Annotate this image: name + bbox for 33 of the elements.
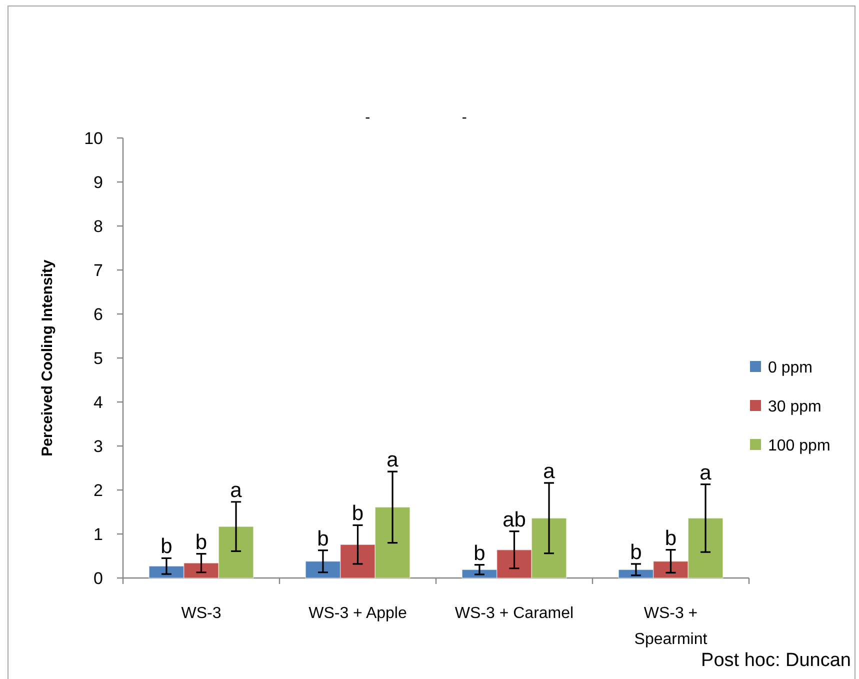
data-label: a (543, 460, 556, 483)
y-tick-label: 5 (94, 348, 103, 368)
data-label: b (317, 527, 329, 550)
data-label: b (352, 502, 364, 526)
x-tick-label: WS-3 + Caramel (454, 605, 574, 622)
x-tick-label: WS-3 + Spearmint (634, 605, 708, 648)
x-tick-label: WS-3 + Apple (308, 605, 407, 622)
y-tick-label: 7 (94, 260, 103, 280)
y-tick-label: 9 (94, 172, 103, 192)
legend-label: 0 ppm (768, 360, 812, 377)
data-label: b (664, 526, 677, 550)
data-label: a (230, 478, 242, 502)
x-tick-label: WS-3 (181, 605, 222, 622)
y-tick-label: 8 (94, 216, 103, 236)
data-label: b (474, 542, 486, 565)
data-label: a (700, 461, 712, 484)
data-label: b (160, 535, 172, 558)
y-tick-label: 10 (84, 128, 103, 148)
chart-title: - - (365, 109, 467, 126)
y-tick-label: 1 (94, 524, 103, 544)
data-label: a (386, 448, 399, 472)
y-tick-label: 6 (94, 304, 103, 324)
data-label: ab (502, 508, 526, 532)
data-label: b (195, 530, 208, 554)
data-label: b (630, 540, 642, 564)
y-tick-label: 4 (94, 392, 103, 412)
legend-label: 100 ppm (768, 438, 830, 455)
y-tick-label: 3 (94, 436, 103, 456)
text: Post hoc: Duncan (701, 650, 851, 671)
y-axis-title: Perceived Cooling Intensity (39, 258, 56, 456)
y-tick-label: 2 (94, 480, 103, 500)
legend-label: 30 ppm (768, 398, 822, 416)
y-tick-label: 0 (94, 568, 103, 588)
